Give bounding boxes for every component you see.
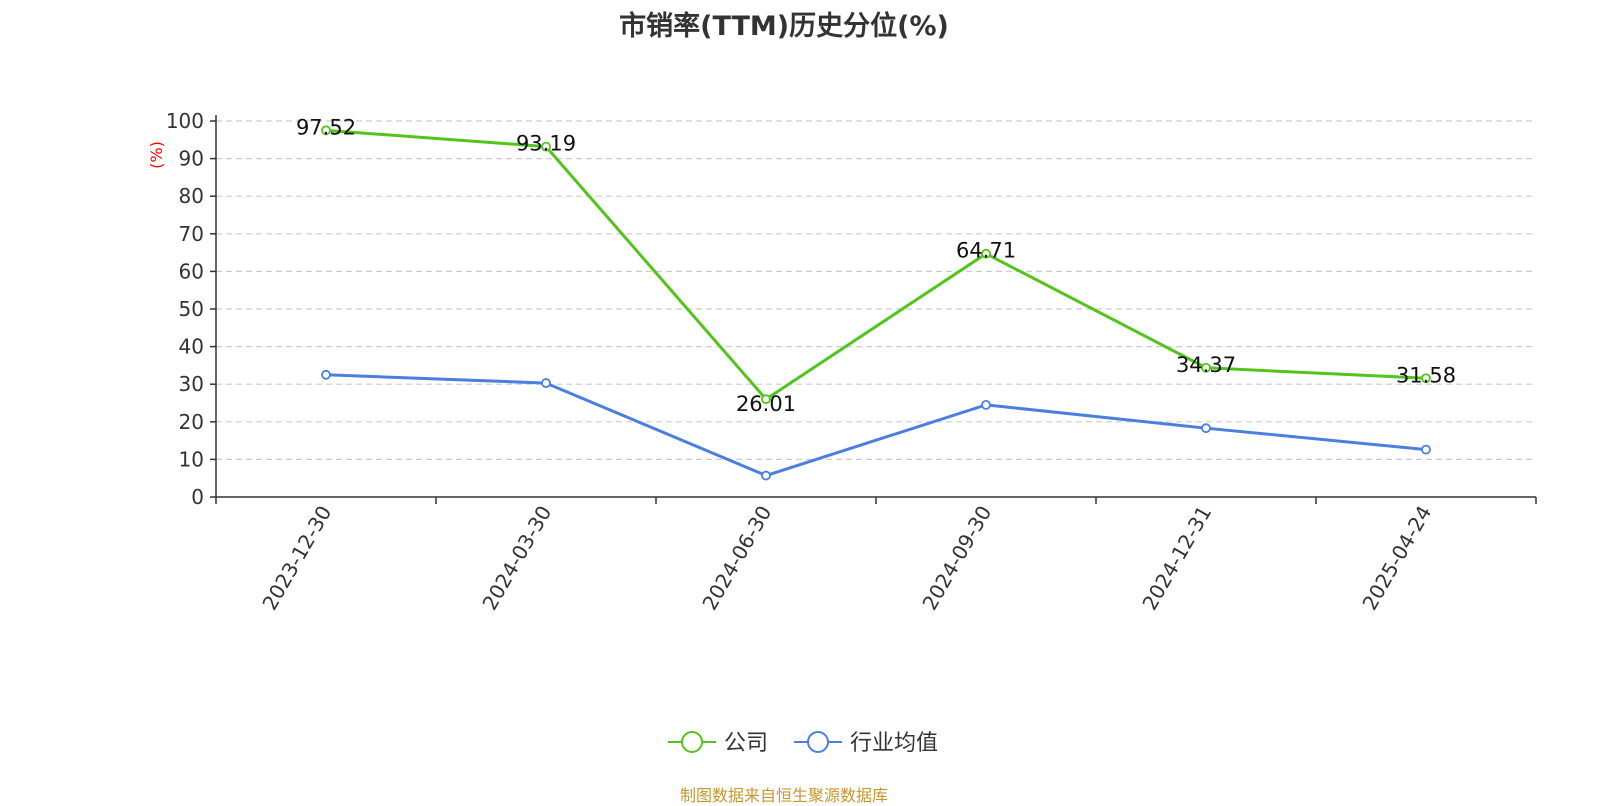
data-point: [1201, 423, 1211, 434]
y-tick-label: 90: [179, 147, 204, 171]
x-tick-label: 2024-06-30: [697, 502, 776, 615]
legend-label: 行业均值: [850, 731, 938, 756]
y-tick-label: 80: [179, 184, 204, 208]
y-tick-label: 60: [179, 259, 204, 283]
data-label: 93.19: [516, 132, 576, 156]
source-note: 制图数据来自恒生聚源数据库: [679, 786, 888, 805]
y-tick-label: 40: [179, 335, 204, 359]
data-point: [541, 378, 551, 388]
data-label: 97.52: [296, 115, 356, 139]
data-point: [761, 394, 771, 405]
y-axis-label: (%): [147, 141, 166, 169]
y-tick-label: 70: [179, 222, 204, 246]
y-tick-label: 10: [179, 447, 204, 471]
chart-title: 市销率(TTM)历史分位(%): [619, 11, 949, 42]
data-point: [1421, 373, 1431, 384]
data-label: 64.71: [956, 239, 1016, 263]
x-tick-label: 2024-03-30: [477, 502, 556, 615]
y-tick-label: 50: [179, 297, 204, 321]
data-point: [321, 369, 331, 380]
data-label: 31.58: [1396, 363, 1456, 387]
x-tick-label: 2025-04-24: [1357, 502, 1436, 615]
y-tick-label: 20: [179, 410, 204, 434]
legend-marker: [807, 731, 829, 753]
y-tick-label: 100: [166, 109, 204, 133]
data-label: 26.01: [736, 392, 796, 416]
x-tick-label: 2023-12-30: [257, 502, 336, 615]
y-tick-label: 30: [179, 372, 204, 396]
y-tick-label: 0: [191, 485, 204, 509]
data-point: [981, 399, 991, 410]
legend-marker: [681, 731, 703, 753]
data-label: 34.37: [1176, 353, 1236, 377]
data-point: [1421, 444, 1431, 455]
data-point: [321, 125, 331, 136]
data-point: [541, 141, 551, 152]
x-tick-label: 2024-12-31: [1137, 502, 1216, 615]
x-tick-label: 2024-09-30: [917, 502, 996, 615]
series-line-0: [325, 128, 1427, 401]
data-point: [981, 248, 991, 259]
data-point: [1201, 362, 1211, 373]
data-point: [761, 470, 771, 481]
legend-label: 公司: [724, 731, 768, 756]
series-line-1: [325, 373, 1427, 478]
